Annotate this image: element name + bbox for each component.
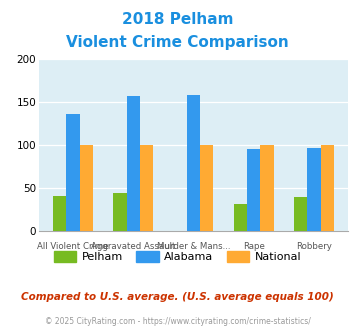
Bar (187, 95, 200, 231)
Bar (113, 193, 127, 231)
Bar (200, 145, 213, 231)
Bar (234, 204, 247, 231)
Bar (80, 145, 93, 231)
Text: Robbery: Robbery (296, 242, 332, 251)
Bar (260, 145, 274, 231)
Bar (294, 197, 307, 231)
Text: Aggravated Assault: Aggravated Assault (91, 242, 175, 251)
Text: Compared to U.S. average. (U.S. average equals 100): Compared to U.S. average. (U.S. average … (21, 292, 334, 302)
Bar (66, 114, 80, 231)
Legend: Pelham, Alabama, National: Pelham, Alabama, National (49, 247, 306, 267)
Text: All Violent Crime: All Violent Crime (37, 242, 109, 251)
Bar (247, 148, 260, 231)
Text: Murder & Mans...: Murder & Mans... (157, 242, 230, 251)
Text: Rape: Rape (243, 242, 265, 251)
Bar (53, 196, 66, 231)
Bar (307, 148, 321, 231)
Text: Violent Crime Comparison: Violent Crime Comparison (66, 35, 289, 50)
Text: © 2025 CityRating.com - https://www.cityrating.com/crime-statistics/: © 2025 CityRating.com - https://www.city… (45, 317, 310, 326)
Text: 2018 Pelham: 2018 Pelham (122, 12, 233, 26)
Bar (140, 145, 153, 231)
Bar (321, 145, 334, 231)
Bar (127, 96, 140, 231)
